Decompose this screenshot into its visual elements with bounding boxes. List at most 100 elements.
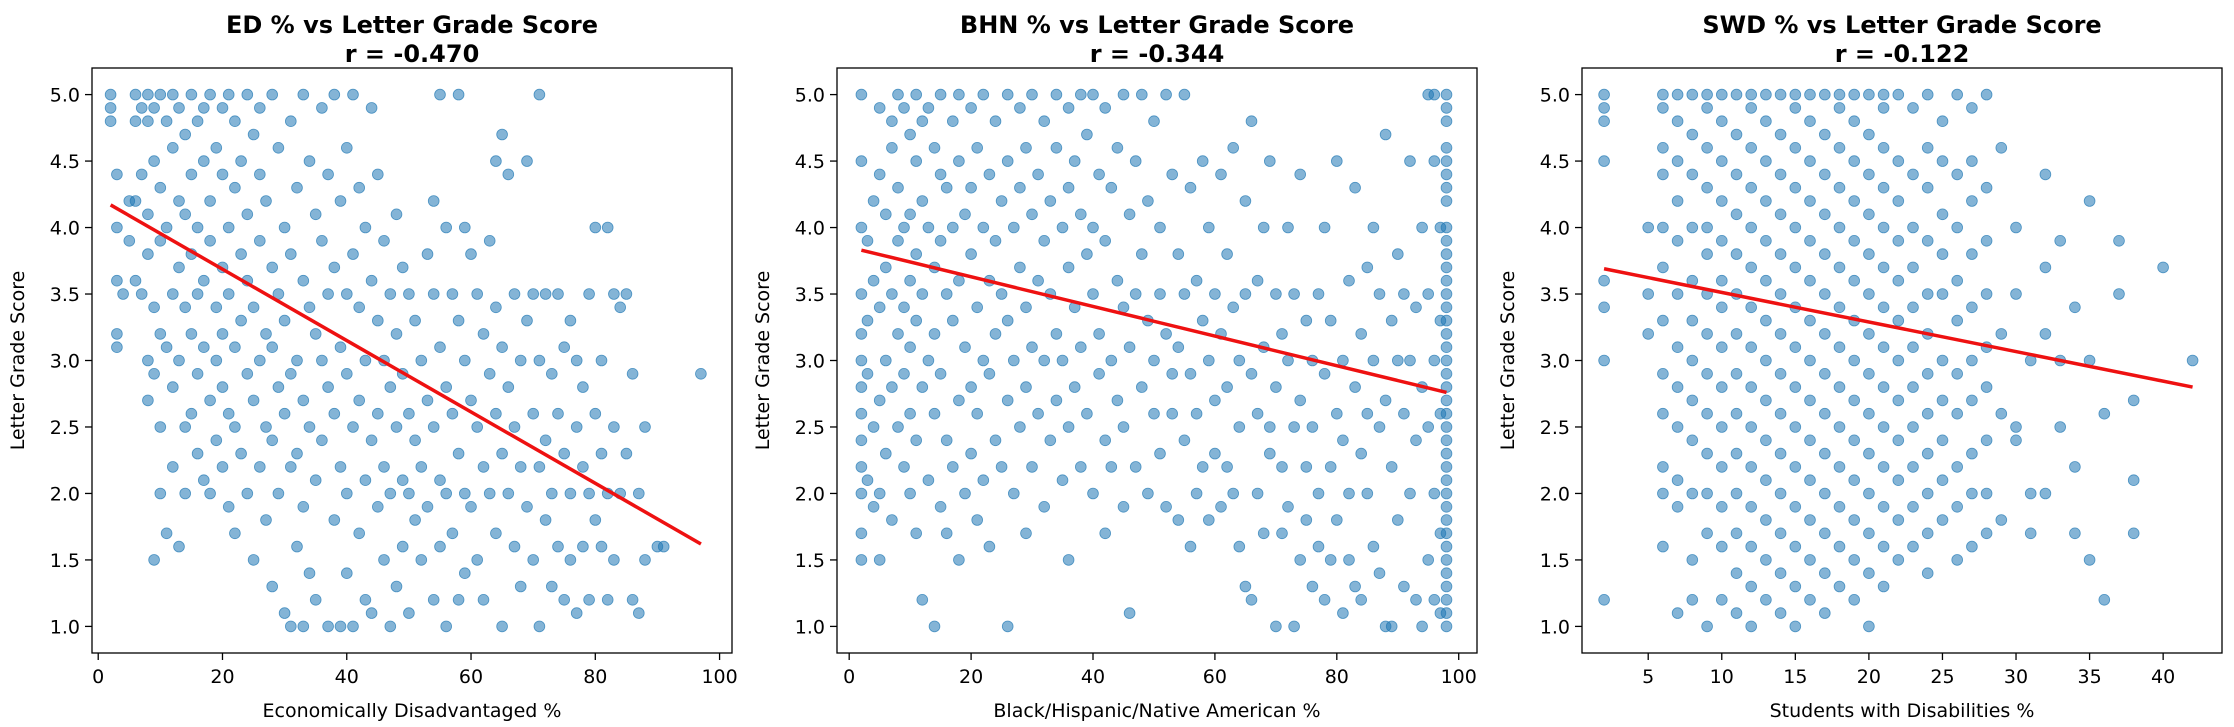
scatter-point (390, 421, 403, 433)
scatter-point (427, 195, 440, 207)
scatter-point (977, 474, 990, 487)
scatter-point (1337, 434, 1349, 447)
scatter-point (1111, 142, 1124, 154)
scatter-point (496, 341, 508, 354)
scatter-point (160, 527, 173, 540)
scatter-point (545, 367, 558, 380)
scatter-point (1848, 274, 1860, 287)
scatter-point (855, 88, 868, 101)
scatter-point (1716, 274, 1728, 287)
scatter-point (1745, 102, 1757, 114)
scatter-point (1907, 341, 1919, 354)
scatter-point (1020, 527, 1032, 540)
y-tick-label: 2.0 (1540, 483, 1570, 505)
scatter-point (552, 288, 564, 300)
scatter-point (1980, 487, 1993, 500)
scatter-point (483, 487, 496, 500)
scatter-point (1117, 500, 1130, 513)
scatter-point (861, 235, 874, 247)
scatter-point (1951, 461, 1963, 473)
scatter-point (241, 487, 254, 500)
scatter-point (977, 354, 990, 367)
scatter-point (1129, 155, 1142, 167)
scatter-point (260, 421, 272, 433)
scatter-point (1075, 461, 1087, 473)
scatter-point (104, 102, 117, 114)
scatter-point (1716, 540, 1728, 553)
scatter-point (873, 487, 886, 500)
scatter-point (1730, 607, 1743, 619)
scatter-point (1863, 128, 1875, 141)
scatter-point (1264, 421, 1276, 433)
scatter-point (297, 274, 310, 287)
x-tick-label: 35 (2077, 666, 2101, 688)
scatter-point (1833, 221, 1846, 234)
scatter-point (266, 341, 279, 354)
scatter-point (1760, 314, 1772, 327)
scatter-point (390, 580, 403, 593)
scatter-point (1075, 208, 1087, 221)
scatter-point (328, 514, 341, 526)
scatter-point (1373, 567, 1386, 579)
scatter-point (1716, 593, 1728, 606)
scatter-point (2098, 407, 2111, 420)
scatter-point (2054, 421, 2067, 433)
scatter-point (1373, 288, 1386, 300)
scatter-point (278, 221, 291, 234)
scatter-point (855, 354, 868, 367)
scatter-point (465, 248, 477, 260)
scatter-point (1833, 341, 1846, 354)
scatter-point (1671, 235, 1684, 247)
y-tick-label: 4.5 (795, 151, 825, 173)
scatter-point (1657, 314, 1669, 327)
scatter-point (1671, 607, 1684, 619)
y-tick-label: 3.0 (50, 351, 80, 373)
scatter-point (558, 447, 570, 460)
scatter-point (1833, 102, 1846, 114)
scatter-point (1087, 221, 1099, 234)
scatter-point (1440, 155, 1453, 167)
scatter-point (1184, 367, 1197, 380)
scatter-point (483, 235, 496, 247)
scatter-point (1877, 500, 1890, 513)
scatter-point (527, 407, 539, 420)
scatter-point (1221, 248, 1233, 260)
scatter-point (1440, 487, 1453, 500)
scatter-point (167, 461, 179, 473)
scatter-point (2010, 288, 2022, 300)
scatter-point (1833, 580, 1846, 593)
x-tick-label: 40 (1081, 666, 1105, 688)
y-axis-label: Letter Grade Score (1497, 271, 1519, 451)
scatter-point (861, 474, 874, 487)
scatter-point (1892, 88, 1905, 101)
scatter-point (2010, 221, 2022, 234)
x-tick-label: 100 (701, 666, 737, 688)
scatter-point (347, 620, 359, 633)
scatter-point (316, 434, 328, 447)
scatter-point (1936, 354, 1949, 367)
scatter-point (1716, 235, 1728, 247)
scatter-point (1440, 181, 1453, 194)
scatter-point (142, 394, 154, 407)
scatter-point (446, 407, 459, 420)
scatter-point (1907, 461, 1919, 473)
scatter-point (322, 288, 334, 300)
scatter-point (1848, 195, 1860, 207)
scatter-point (185, 88, 198, 101)
regression-line (860, 248, 1447, 395)
scatter-point (934, 367, 947, 380)
scatter-point (1178, 288, 1191, 300)
scatter-point (353, 301, 366, 314)
scatter-point (1980, 181, 1993, 194)
scatter-point (167, 381, 179, 393)
scatter-point (347, 248, 359, 260)
scatter-point (371, 500, 384, 513)
scatter-point (1227, 142, 1239, 154)
scatter-point (371, 407, 384, 420)
scatter-point (1148, 115, 1160, 127)
y-tick-label: 3.0 (1540, 351, 1570, 373)
scatter-point (1087, 88, 1099, 101)
scatter-point (1355, 447, 1367, 460)
scatter-point (1833, 540, 1846, 553)
chart-title: SWD % vs Letter Grade Score (1702, 11, 2101, 39)
